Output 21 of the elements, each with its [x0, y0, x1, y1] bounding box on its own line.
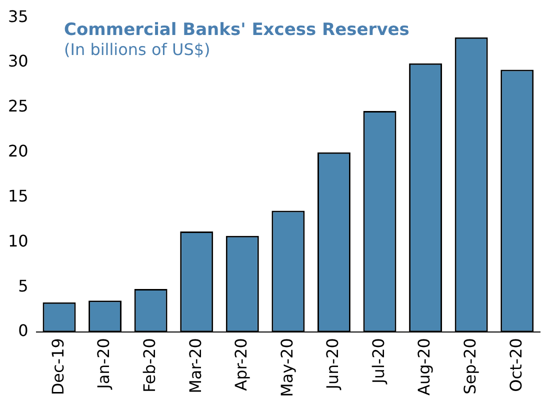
- chart-title: Commercial Banks' Excess Reserves: [64, 20, 410, 40]
- x-tick-label: Sep-20: [460, 338, 480, 394]
- y-tick-label: 35: [8, 6, 28, 26]
- x-tick-label: Oct-20: [506, 338, 526, 392]
- x-tick-label: Jul-20: [368, 338, 388, 385]
- x-tick-label: Mar-20: [186, 338, 205, 394]
- y-tick-label: 25: [8, 96, 28, 116]
- x-tick-label: Aug-20: [414, 338, 434, 396]
- y-tick-label: 15: [8, 186, 28, 206]
- x-tick-label: Jan-20: [94, 338, 114, 390]
- x-tick-label: Jun-20: [323, 338, 342, 390]
- y-tick-label: 5: [18, 276, 28, 296]
- y-tick-label: 10: [8, 231, 28, 250]
- y-tick-label: 20: [8, 142, 28, 161]
- x-tick-label: May-20: [277, 338, 296, 398]
- y-tick-label: 0: [18, 321, 28, 340]
- y-tick-label: 30: [8, 52, 28, 71]
- x-tick-label: Apr-20: [232, 338, 251, 391]
- text: (In billions of US$): [64, 40, 212, 59]
- x-tick-label: Feb-20: [140, 338, 159, 393]
- x-tick-label: Dec-19: [48, 338, 68, 396]
